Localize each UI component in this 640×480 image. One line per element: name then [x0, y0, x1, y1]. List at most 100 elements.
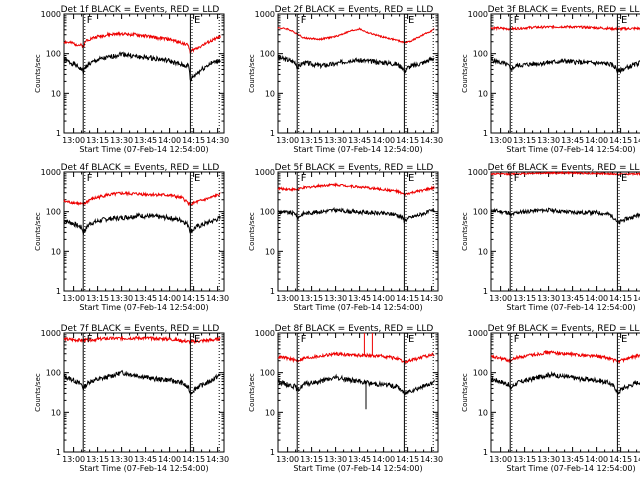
x-tick-label: 13:00 [489, 136, 512, 145]
x-tick-label: 14:30 [206, 455, 229, 464]
x-tick-label: 13:45 [134, 294, 157, 303]
y-axis-label: Counts/sec [248, 373, 256, 412]
events-series-line [490, 207, 640, 226]
x-tick-label: 13:00 [62, 455, 85, 464]
x-tick-label: 13:45 [348, 455, 371, 464]
marker-E-label: E [194, 15, 200, 26]
x-tick-label: 13:00 [62, 136, 85, 145]
panel-title: Det 9f BLACK = Events, RED = LLD [488, 324, 640, 334]
y-axis-label: Counts/sec [248, 212, 256, 251]
x-axis-label: Start Time (07-Feb-14 12:54:00) [293, 464, 422, 473]
plot-frame [277, 171, 439, 292]
x-tick-label: 14:30 [206, 294, 229, 303]
x-tick-label: 14:15 [609, 455, 632, 464]
x-tick-label: 14:00 [585, 294, 608, 303]
detector-panel-6: Det 6f BLACK = Events, RED = LLD 1 10 100 10… [461, 163, 640, 312]
marker-F-label: F [514, 173, 520, 184]
y-tick-label: 100 [46, 369, 61, 378]
x-tick-label: 13:45 [561, 455, 584, 464]
x-axis-label: Start Time (07-Feb-14 12:54:00) [506, 303, 635, 312]
y-tick-label: 1000 [468, 10, 488, 19]
lld-series-line [277, 351, 435, 366]
x-tick-label: 14:00 [585, 136, 608, 145]
y-tick-label: 100 [473, 369, 488, 378]
x-tick-label: 13:30 [537, 455, 560, 464]
x-tick-label: 13:15 [513, 294, 536, 303]
detector-panel-3: Det 3f BLACK = Events, RED = LLD 1 10 100 10… [461, 5, 640, 154]
x-tick-label: 13:00 [62, 294, 85, 303]
x-tick-label: 14:15 [396, 136, 419, 145]
x-tick-label: 13:45 [134, 455, 157, 464]
plot-frame [63, 13, 225, 134]
detector-panel-7: Det 7f BLACK = Events, RED = LLD 1 10 100 10… [34, 324, 229, 473]
y-axis-label: Counts/sec [34, 54, 42, 93]
y-tick-label: 1 [270, 287, 275, 296]
marker-F-label: F [87, 334, 93, 345]
y-axis-label: Counts/sec [461, 54, 469, 93]
plot-frame [277, 13, 439, 134]
x-axis-label: Start Time (07-Feb-14 12:54:00) [79, 145, 208, 154]
x-tick-label: 13:00 [276, 294, 299, 303]
y-tick-label: 1000 [255, 10, 275, 19]
marker-E-label: E [194, 173, 200, 184]
y-tick-label: 1 [56, 287, 61, 296]
x-tick-label: 14:00 [372, 455, 395, 464]
marker-F-label: F [514, 334, 520, 345]
x-tick-label: 14:00 [158, 294, 181, 303]
x-tick-label: 14:15 [182, 136, 205, 145]
marker-F-label: F [514, 15, 520, 26]
x-tick-label: 13:15 [86, 136, 109, 145]
detector-panel-1: Det 1f BLACK = Events, RED = LLD 1 10 100 10… [34, 5, 229, 154]
y-tick-label: 10 [51, 408, 61, 417]
x-tick-label: 13:30 [324, 294, 347, 303]
y-tick-label: 10 [478, 89, 488, 98]
y-tick-label: 1000 [255, 329, 275, 338]
events-series-line [63, 51, 221, 82]
plot-frame [63, 171, 225, 292]
events-series-line [277, 206, 435, 224]
marker-F-label: F [87, 173, 93, 184]
panel-title: Det 1f BLACK = Events, RED = LLD [61, 5, 220, 15]
y-tick-label: 1 [483, 287, 488, 296]
panel-title: Det 7f BLACK = Events, RED = LLD [61, 324, 220, 334]
marker-E-label: E [194, 334, 200, 345]
x-tick-label: 14:15 [609, 136, 632, 145]
y-axis-label: Counts/sec [34, 373, 42, 412]
x-tick-label: 14:30 [206, 136, 229, 145]
x-tick-label: 13:15 [300, 294, 323, 303]
y-tick-label: 1000 [255, 168, 275, 177]
y-tick-label: 100 [46, 50, 61, 59]
marker-E-label: E [621, 15, 627, 26]
lld-series-line [63, 190, 221, 207]
x-tick-label: 14:30 [420, 455, 443, 464]
x-axis-label: Start Time (07-Feb-14 12:54:00) [79, 303, 208, 312]
plot-frame [63, 332, 225, 453]
x-tick-label: 13:30 [324, 455, 347, 464]
y-axis-label: Counts/sec [461, 212, 469, 251]
y-tick-label: 10 [51, 89, 61, 98]
x-tick-label: 14:30 [633, 455, 640, 464]
x-tick-label: 14:15 [182, 294, 205, 303]
x-tick-label: 14:00 [372, 136, 395, 145]
detector-panel-9: Det 9f BLACK = Events, RED = LLD 1 10 100 10… [461, 324, 640, 473]
y-axis-label: Counts/sec [34, 212, 42, 251]
x-tick-label: 13:15 [300, 136, 323, 145]
marker-F-label: F [301, 15, 307, 26]
x-tick-label: 14:00 [158, 136, 181, 145]
x-axis-label: Start Time (07-Feb-14 12:54:00) [506, 145, 635, 154]
x-tick-label: 13:00 [276, 455, 299, 464]
marker-E-label: E [408, 173, 414, 184]
detector-panel-4: Det 4f BLACK = Events, RED = LLD 1 10 100 10… [34, 163, 229, 312]
panel-title: Det 6f BLACK = Events, RED = LLD [488, 163, 640, 173]
y-tick-label: 10 [478, 247, 488, 256]
events-series-line [277, 54, 435, 74]
y-tick-label: 1 [270, 129, 275, 138]
y-tick-label: 1 [56, 129, 61, 138]
x-tick-label: 14:30 [420, 294, 443, 303]
detector-panel-8: Det 8f BLACK = Events, RED = LLD 1 10 100 10… [248, 324, 443, 473]
x-tick-label: 13:45 [348, 294, 371, 303]
lld-series-line [277, 26, 435, 44]
lld-series-line [277, 182, 435, 196]
y-tick-label: 1000 [41, 329, 61, 338]
